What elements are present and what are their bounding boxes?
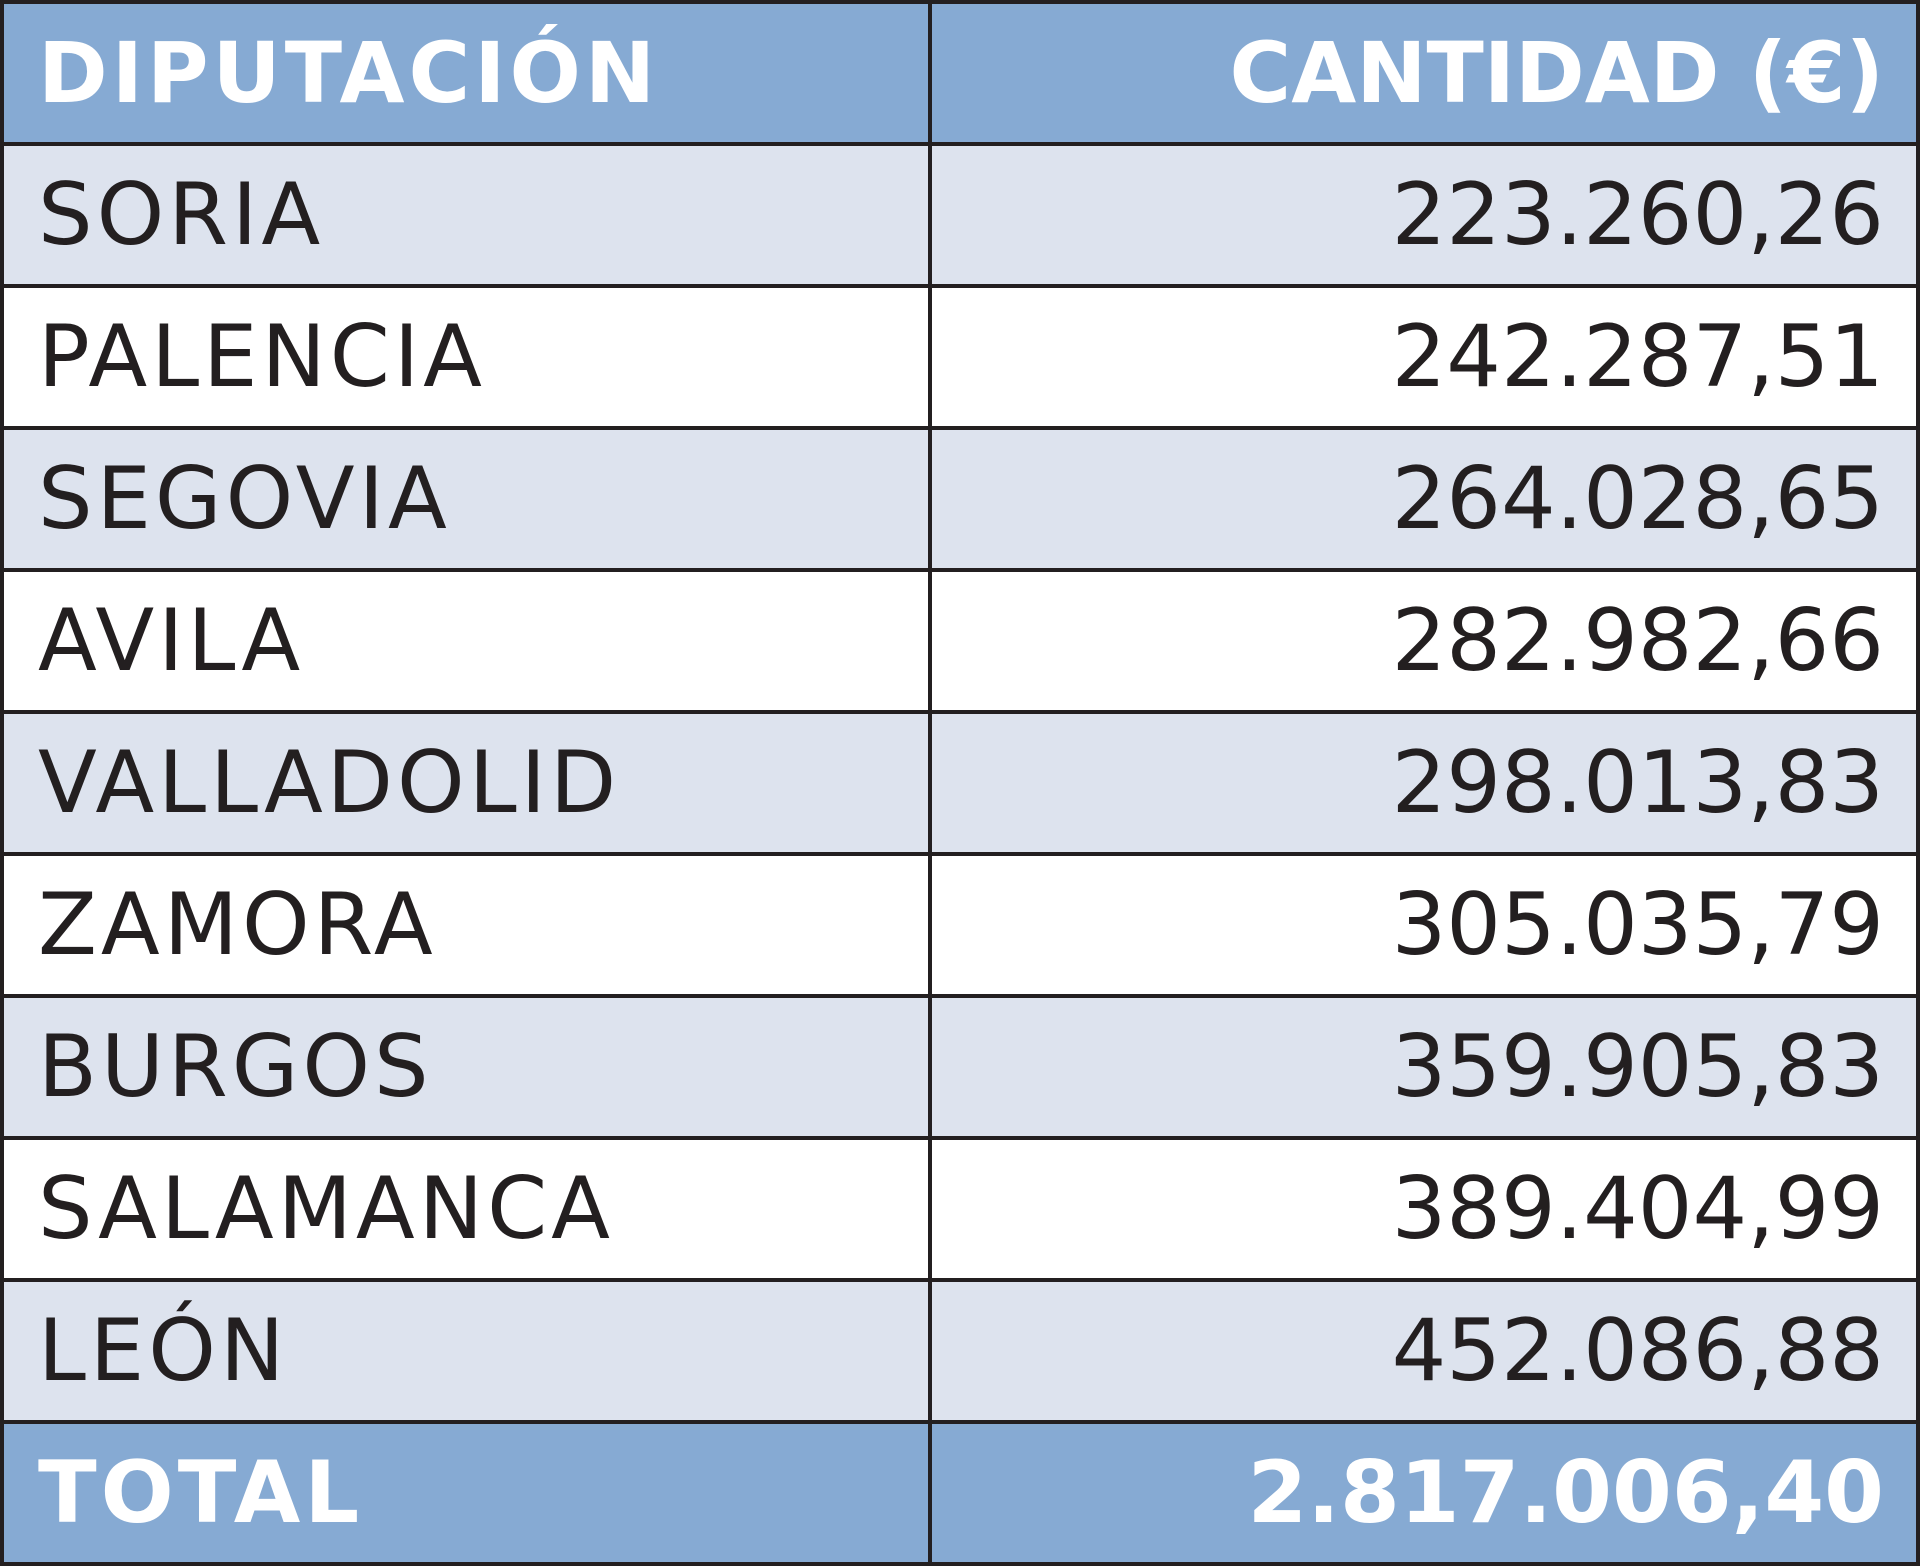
table-header-row: DIPUTACIÓN CANTIDAD (€): [0, 0, 1920, 146]
diputacion-name: SORIA: [0, 142, 932, 288]
diputacion-name: SALAMANCA: [0, 1136, 932, 1282]
amount-value: 452.086,88: [928, 1278, 1920, 1424]
table-row: PALENCIA 242.287,51: [0, 284, 1920, 430]
amount-value: 359.905,83: [928, 994, 1920, 1140]
column-header-diputacion: DIPUTACIÓN: [0, 0, 932, 146]
amount-value: 264.028,65: [928, 426, 1920, 572]
amount-value: 282.982,66: [928, 568, 1920, 714]
table-row: AVILA 282.982,66: [0, 568, 1920, 714]
table-row: ZAMORA 305.035,79: [0, 852, 1920, 998]
diputacion-name: ZAMORA: [0, 852, 932, 998]
total-amount: 2.817.006,40: [928, 1420, 1920, 1566]
diputacion-name: SEGOVIA: [0, 426, 932, 572]
total-label: TOTAL: [0, 1420, 932, 1566]
amount-value: 242.287,51: [928, 284, 1920, 430]
table-row: VALLADOLID 298.013,83: [0, 710, 1920, 856]
diputacion-name: PALENCIA: [0, 284, 932, 430]
amount-value: 298.013,83: [928, 710, 1920, 856]
amount-value: 305.035,79: [928, 852, 1920, 998]
diputacion-name: LEÓN: [0, 1278, 932, 1424]
table-row: SEGOVIA 264.028,65: [0, 426, 1920, 572]
amount-value: 389.404,99: [928, 1136, 1920, 1282]
table-row: LEÓN 452.086,88: [0, 1278, 1920, 1424]
diputacion-name: BURGOS: [0, 994, 932, 1140]
table-row: BURGOS 359.905,83: [0, 994, 1920, 1140]
column-header-cantidad: CANTIDAD (€): [928, 0, 1920, 146]
amount-value: 223.260,26: [928, 142, 1920, 288]
total-row: TOTAL 2.817.006,40: [0, 1420, 1920, 1566]
table-row: SALAMANCA 389.404,99: [0, 1136, 1920, 1282]
diputacion-name: AVILA: [0, 568, 932, 714]
table-row: SORIA 223.260,26: [0, 142, 1920, 288]
diputacion-name: VALLADOLID: [0, 710, 932, 856]
